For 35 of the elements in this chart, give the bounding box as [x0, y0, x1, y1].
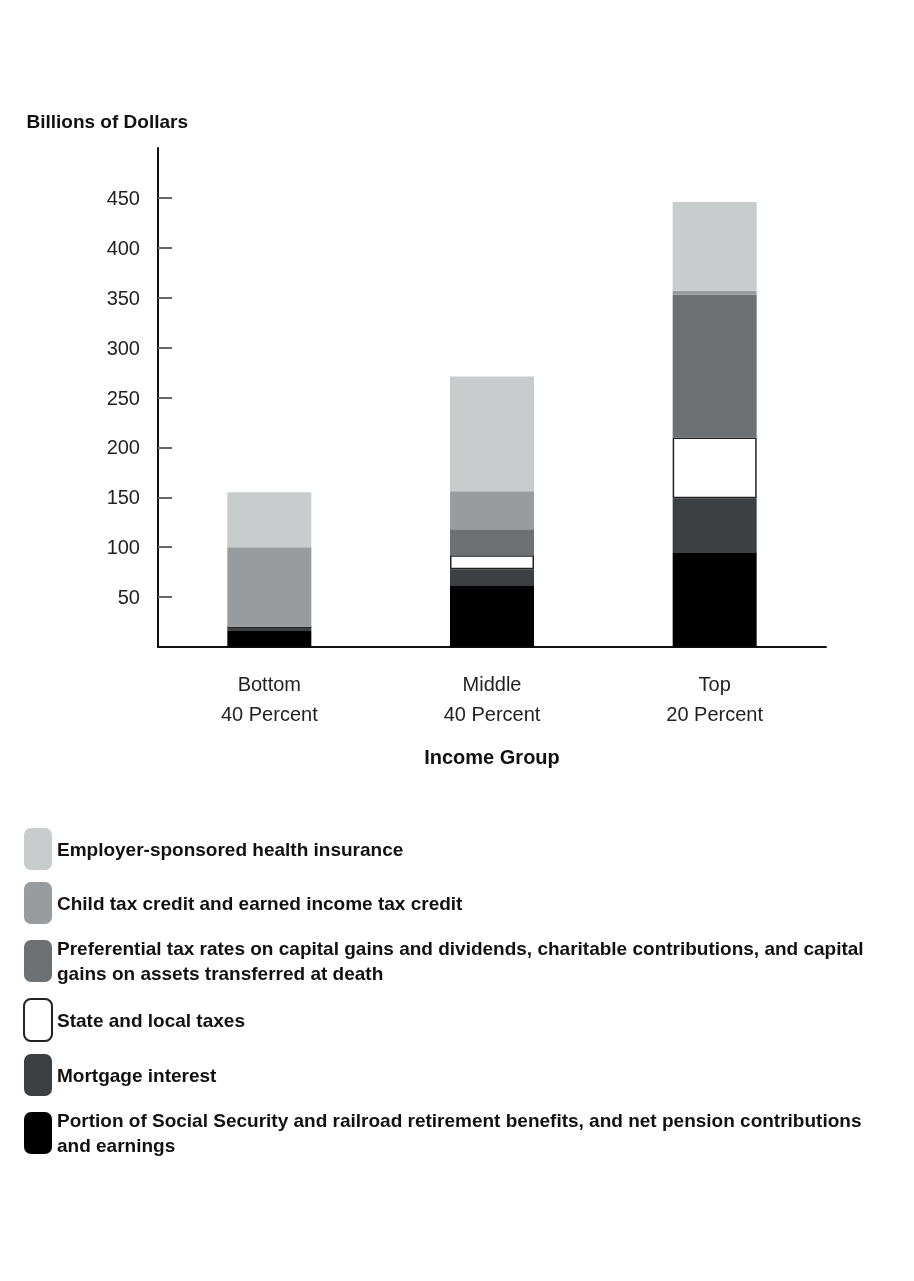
bar	[227, 631, 312, 647]
x-tick-label: Top 20 Percent	[666, 673, 764, 725]
y-tick-label: 200	[106, 436, 140, 459]
y-tick-label: 300	[106, 336, 140, 359]
bar	[672, 201, 757, 291]
x-tick-label: Middle 40 Percent	[443, 673, 541, 725]
bar	[672, 437, 757, 499]
y-axis-title: Billions of Dollars	[26, 110, 188, 132]
y-tick-label: 50	[117, 586, 140, 609]
bar	[672, 294, 757, 438]
legend-label: Mortgage interest	[57, 1064, 218, 1086]
y-tick-label: 400	[106, 236, 140, 259]
bar	[450, 529, 534, 556]
legend-label: Preferential tax rates on capital gains and dividends, charitable contributions, and capital gains on assets transferred at death	[57, 938, 869, 984]
legend-label: State and local taxes	[57, 1009, 245, 1031]
bar	[450, 569, 534, 587]
x-axis-title: Income Group	[424, 746, 560, 768]
x-tick-label: Bottom 40 Percent	[220, 673, 319, 725]
bar	[227, 492, 312, 548]
legend-label: Child tax credit and earned income tax credit	[57, 892, 464, 914]
legend-label: Portion of Social Security and railroad retirement benefits, and net pension contributions and earnings	[57, 1110, 867, 1156]
y-tick-label: 100	[106, 536, 140, 559]
legend-label: Employer-sponsored health insurance	[57, 838, 404, 860]
y-tick-label: 250	[106, 386, 140, 409]
y-tick-label: 450	[106, 186, 140, 209]
bar	[227, 547, 312, 628]
bar	[450, 555, 534, 570]
bar	[672, 290, 757, 295]
bar	[450, 376, 534, 492]
bar	[672, 498, 757, 553]
y-tick-label: 150	[106, 486, 140, 509]
bar	[672, 552, 757, 647]
bar	[450, 586, 534, 647]
bar	[450, 491, 534, 530]
y-tick-label: 350	[106, 286, 140, 309]
